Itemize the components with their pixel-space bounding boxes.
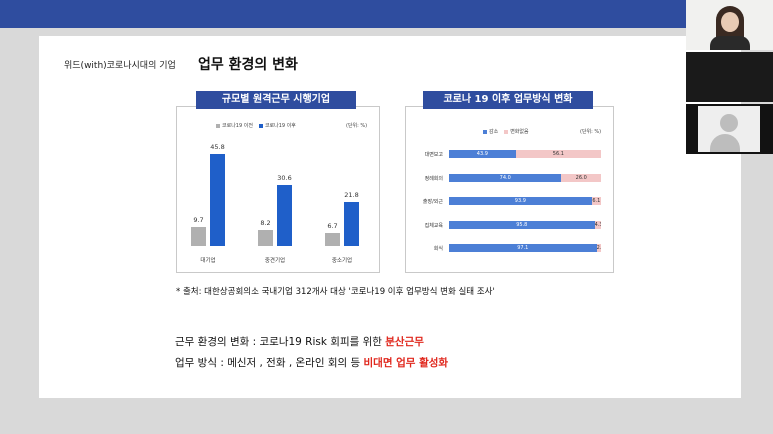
work-method-highlight: 비대면 업무 활성화: [363, 357, 449, 369]
bar-after: [344, 202, 359, 246]
bar-value-label: 21.8: [344, 191, 359, 200]
bar-value-label: 45.8: [210, 143, 225, 152]
legend-item: 변화없음: [504, 129, 529, 135]
category-label: 대기업: [200, 258, 216, 264]
legend-item: 감소: [483, 129, 498, 135]
segment-no-change: 4.3: [594, 221, 602, 229]
legend-label: 코로나19 이후: [264, 123, 296, 129]
legend-label: 코로나19 이전: [222, 123, 253, 129]
row-label: 집체교육: [424, 223, 443, 229]
participant-video-1[interactable]: [686, 0, 773, 50]
row-label: 출장/외근: [422, 199, 443, 205]
segment-no-change: 2.9: [596, 244, 601, 252]
work-environment-line: 근무 환경의 변화 : 코로나19 Risk 회피를 위한 분산근무: [175, 334, 424, 349]
legend-swatch: [258, 123, 263, 128]
work-environment-highlight: 분산근무: [385, 336, 424, 348]
right-chart-unit: (단위: %): [580, 129, 602, 135]
left-chart-unit: (단위: %): [346, 123, 368, 129]
legend-swatch: [483, 129, 487, 134]
work-environment-text: 근무 환경의 변화 : 코로나19 Risk 회피를 위한: [175, 336, 386, 348]
top-band: [0, 0, 773, 28]
legend-label: 변화없음: [510, 129, 529, 135]
bar-value-label: 8.2: [260, 218, 271, 227]
segment-no-change: 26.0: [561, 174, 601, 182]
segment-no-change: 56.1: [515, 150, 601, 158]
legend-label: 감소: [489, 129, 499, 135]
bar-before: [325, 232, 340, 246]
source-note: * 출처: 대한상공회의소 국내기업 312개사 대상 '코로나19 이후 업무…: [176, 287, 495, 297]
segment-decrease: 43.9: [449, 150, 516, 158]
avatar-head-icon: [720, 114, 738, 132]
segment-no-change: 6.1: [591, 197, 601, 205]
slide-title-main: 업무 환경의 변화: [198, 57, 298, 73]
slide: [39, 36, 741, 398]
work-method-text: 업무 방식 : 메신저 , 전화 , 온라인 회의 등: [175, 357, 364, 369]
right-chart-legend: 감소 변화없음: [483, 128, 535, 135]
slide-title-prefix: 위드(with)코로나시대의 기업: [64, 61, 176, 71]
legend-item: 코로나19 이후: [258, 123, 296, 129]
row-label: 대면보고: [424, 152, 443, 158]
participant-body: [710, 36, 750, 50]
category-label: 중소기업: [331, 258, 353, 264]
bar-after: [277, 184, 292, 246]
bar-before: [191, 226, 206, 246]
bar-after: [210, 154, 225, 246]
work-method-line: 업무 방식 : 메신저 , 전화 , 온라인 회의 등 비대면 업무 활성화: [175, 355, 448, 370]
legend-swatch: [216, 123, 220, 128]
left-chart-legend: 코로나19 이전 코로나19 이후: [216, 122, 302, 129]
segment-decrease: 93.9: [449, 197, 592, 205]
row-label: 정례회의: [424, 176, 443, 182]
bar-value-label: 9.7: [193, 215, 204, 224]
segment-decrease: 97.1: [449, 244, 597, 252]
legend-item: 코로나19 이전: [216, 123, 253, 129]
participant-video-2[interactable]: [686, 52, 773, 102]
row-label: 회식: [433, 246, 443, 252]
avatar-placeholder: [698, 106, 760, 152]
bar-value-label: 6.7: [327, 221, 338, 230]
category-label: 중견기업: [264, 258, 286, 264]
participant-video-3[interactable]: [686, 104, 773, 154]
bar-before: [258, 229, 273, 246]
bar-value-label: 30.6: [277, 173, 292, 182]
segment-decrease: 95.8: [449, 221, 595, 229]
right-chart-header: 코로나 19 이후 업무방식 변화: [423, 91, 593, 109]
legend-swatch: [504, 129, 509, 134]
participant-face: [721, 12, 739, 32]
segment-decrease: 74.0: [449, 174, 562, 182]
left-chart-header: 규모별 원격근무 시행기업: [196, 91, 356, 109]
avatar-body-icon: [710, 134, 740, 152]
